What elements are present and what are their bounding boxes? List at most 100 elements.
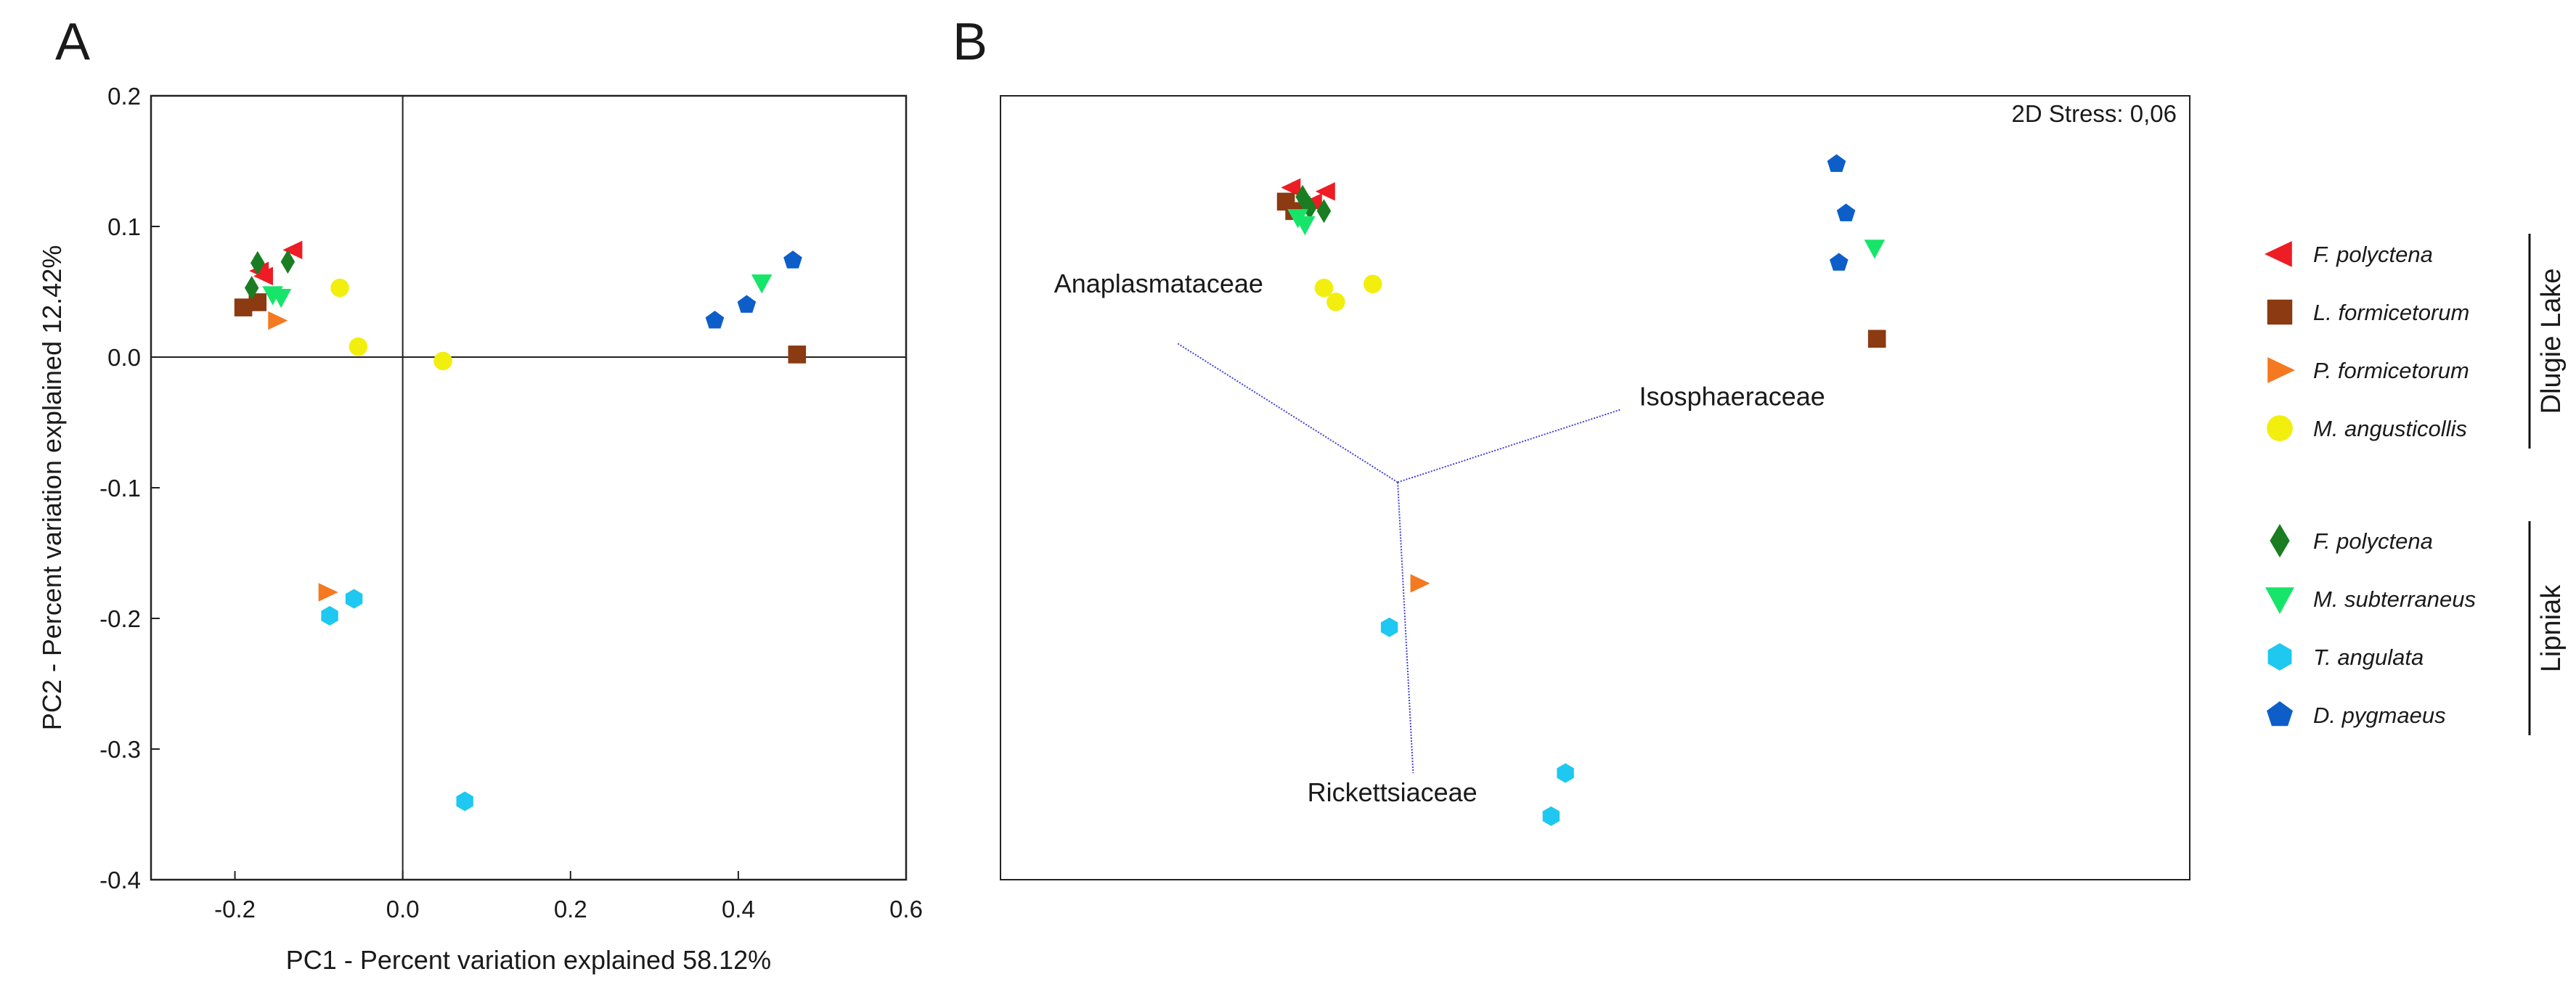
scatter-point-f-polyctena-dl bbox=[282, 240, 303, 260]
x-tick-label: -0.2 bbox=[214, 896, 256, 923]
legend-item: F. polyctena bbox=[2265, 241, 2433, 267]
scatter-point-m-angusticollis bbox=[1326, 293, 1345, 311]
scatter-point-t-angulata bbox=[321, 605, 338, 626]
point-marker bbox=[1380, 617, 1398, 637]
scatter-point-m-subterraneus bbox=[1295, 216, 1316, 236]
point-marker bbox=[1326, 293, 1345, 311]
legend-marker-m-angusticollis bbox=[2267, 415, 2293, 441]
point-marker bbox=[250, 250, 265, 275]
legend-symbol bbox=[2270, 523, 2290, 558]
data-points bbox=[1276, 154, 1886, 826]
scatter-point-d-pygmaeus bbox=[783, 250, 802, 269]
legend-item: D. pygmaeus bbox=[2267, 701, 2446, 728]
legend-item: L. formicetorum bbox=[2267, 299, 2469, 325]
scatter-point-t-angulata bbox=[345, 589, 363, 609]
scatter-point-t-angulata bbox=[1380, 617, 1398, 637]
legend-group-label: Lipniak bbox=[2536, 584, 2567, 672]
legend-label: M. angusticollis bbox=[2313, 416, 2467, 441]
legend-item: M. angusticollis bbox=[2267, 415, 2467, 441]
data-points bbox=[234, 240, 807, 811]
point-marker bbox=[1314, 278, 1334, 298]
scatter-point-f-polyctena-l bbox=[244, 276, 259, 300]
scatter-point-d-pygmaeus bbox=[1836, 203, 1856, 221]
scatter-point-p-formicetorum bbox=[268, 311, 288, 330]
vector-line-anaplasmataceae bbox=[1177, 343, 1398, 483]
x-axis-label: PC1 - Percent variation explained 58.12% bbox=[286, 945, 771, 975]
legend-symbol bbox=[2265, 241, 2292, 267]
scatter-point-d-pygmaeus bbox=[737, 295, 757, 313]
scatter-point-m-angusticollis bbox=[433, 351, 452, 371]
legend-marker-t-angulata bbox=[2267, 643, 2292, 671]
legend-group-dlugie-lake: Dlugie Lake F. polyctena L. formicetorum… bbox=[2265, 234, 2567, 449]
point-marker bbox=[1557, 763, 1574, 783]
point-marker bbox=[1281, 178, 1301, 197]
scatter-point-m-angusticollis bbox=[330, 278, 349, 298]
panel-b-letter: B bbox=[953, 13, 987, 71]
scatter-point-m-angusticollis bbox=[1363, 274, 1382, 293]
point-marker bbox=[1410, 574, 1430, 593]
legend-label: T. angulata bbox=[2313, 645, 2424, 670]
scatter-point-f-polyctena-dl bbox=[253, 266, 273, 286]
legend-marker-p-formicetorum bbox=[2267, 357, 2295, 383]
y-tick-label: -0.1 bbox=[99, 475, 141, 502]
point-marker bbox=[737, 295, 757, 313]
scatter-point-m-subterraneus bbox=[270, 288, 292, 308]
point-marker bbox=[705, 311, 725, 329]
biplot-vectors: Anaplasmataceae Isosphaeraceae Rickettsiac… bbox=[1054, 269, 1825, 807]
legend-label: F. polyctena bbox=[2313, 242, 2433, 267]
scatter-point-m-angusticollis bbox=[349, 337, 368, 356]
legend-symbol bbox=[2267, 415, 2293, 441]
point-marker bbox=[253, 266, 273, 286]
legend-symbol bbox=[2267, 357, 2295, 383]
point-marker bbox=[1864, 240, 1886, 259]
stress-annotation: 2D Stress: 0,06 bbox=[2012, 100, 2177, 127]
point-marker bbox=[280, 250, 295, 274]
scatter-point-f-polyctena-l bbox=[1316, 199, 1332, 224]
scatter-point-l-formicetorum bbox=[788, 345, 807, 364]
point-marker bbox=[1542, 806, 1560, 826]
vector-label-rickettsiaceae: Rickettsiaceae bbox=[1308, 777, 1477, 807]
scatter-point-p-formicetorum bbox=[318, 583, 338, 602]
point-marker bbox=[1836, 203, 1856, 221]
legend-label: D. pygmaeus bbox=[2313, 703, 2446, 728]
scatter-point-t-angulata bbox=[1542, 806, 1560, 826]
y-tick-label: 0.0 bbox=[107, 344, 141, 371]
x-tick-label: 0.2 bbox=[554, 896, 587, 923]
x-tick-label: 0.4 bbox=[722, 896, 755, 923]
point-marker bbox=[1363, 274, 1382, 293]
legend-symbol bbox=[2267, 701, 2293, 727]
plot-a-frame bbox=[150, 94, 908, 881]
panel-a-letter: A bbox=[55, 13, 90, 71]
legend-symbol bbox=[2265, 587, 2294, 614]
point-marker bbox=[1303, 195, 1317, 220]
scatter-point-m-angusticollis bbox=[1314, 278, 1334, 298]
point-marker bbox=[1867, 330, 1886, 348]
point-marker bbox=[433, 351, 452, 371]
point-marker bbox=[282, 240, 303, 260]
scatter-point-f-polyctena-dl bbox=[1281, 178, 1301, 197]
legend-symbol bbox=[2267, 643, 2292, 671]
point-marker bbox=[1295, 216, 1316, 236]
y-tick-label: 0.2 bbox=[107, 83, 141, 110]
scatter-point-d-pygmaeus bbox=[705, 311, 725, 329]
legend-label: M. subterraneus bbox=[2313, 586, 2476, 612]
point-marker bbox=[345, 589, 363, 609]
x-tick-label: 0.6 bbox=[889, 896, 923, 923]
scatter-point-d-pygmaeus bbox=[1830, 253, 1849, 271]
scatter-point-d-pygmaeus bbox=[1827, 154, 1846, 172]
legend-item: P. formicetorum bbox=[2267, 357, 2469, 383]
vector-line-rickettsiaceae bbox=[1397, 482, 1414, 774]
legend-marker-f-polyctena bbox=[2270, 523, 2290, 558]
legend-group-lipniak: Lipniak F. polyctena M. subterraneus T. … bbox=[2265, 521, 2567, 735]
vector-label-isosphaeraceae: Isosphaeraceae bbox=[1639, 382, 1825, 412]
legend-item: F. polyctena bbox=[2270, 523, 2433, 558]
point-marker bbox=[783, 250, 802, 269]
point-marker bbox=[1315, 182, 1335, 201]
plot-b-frame bbox=[1000, 95, 2190, 880]
y-tick-label: -0.3 bbox=[99, 736, 141, 763]
scatter-point-f-polyctena-dl bbox=[1315, 182, 1335, 201]
y-tick-label: -0.2 bbox=[99, 605, 141, 632]
zero-lines bbox=[151, 96, 906, 880]
point-marker bbox=[244, 276, 259, 300]
